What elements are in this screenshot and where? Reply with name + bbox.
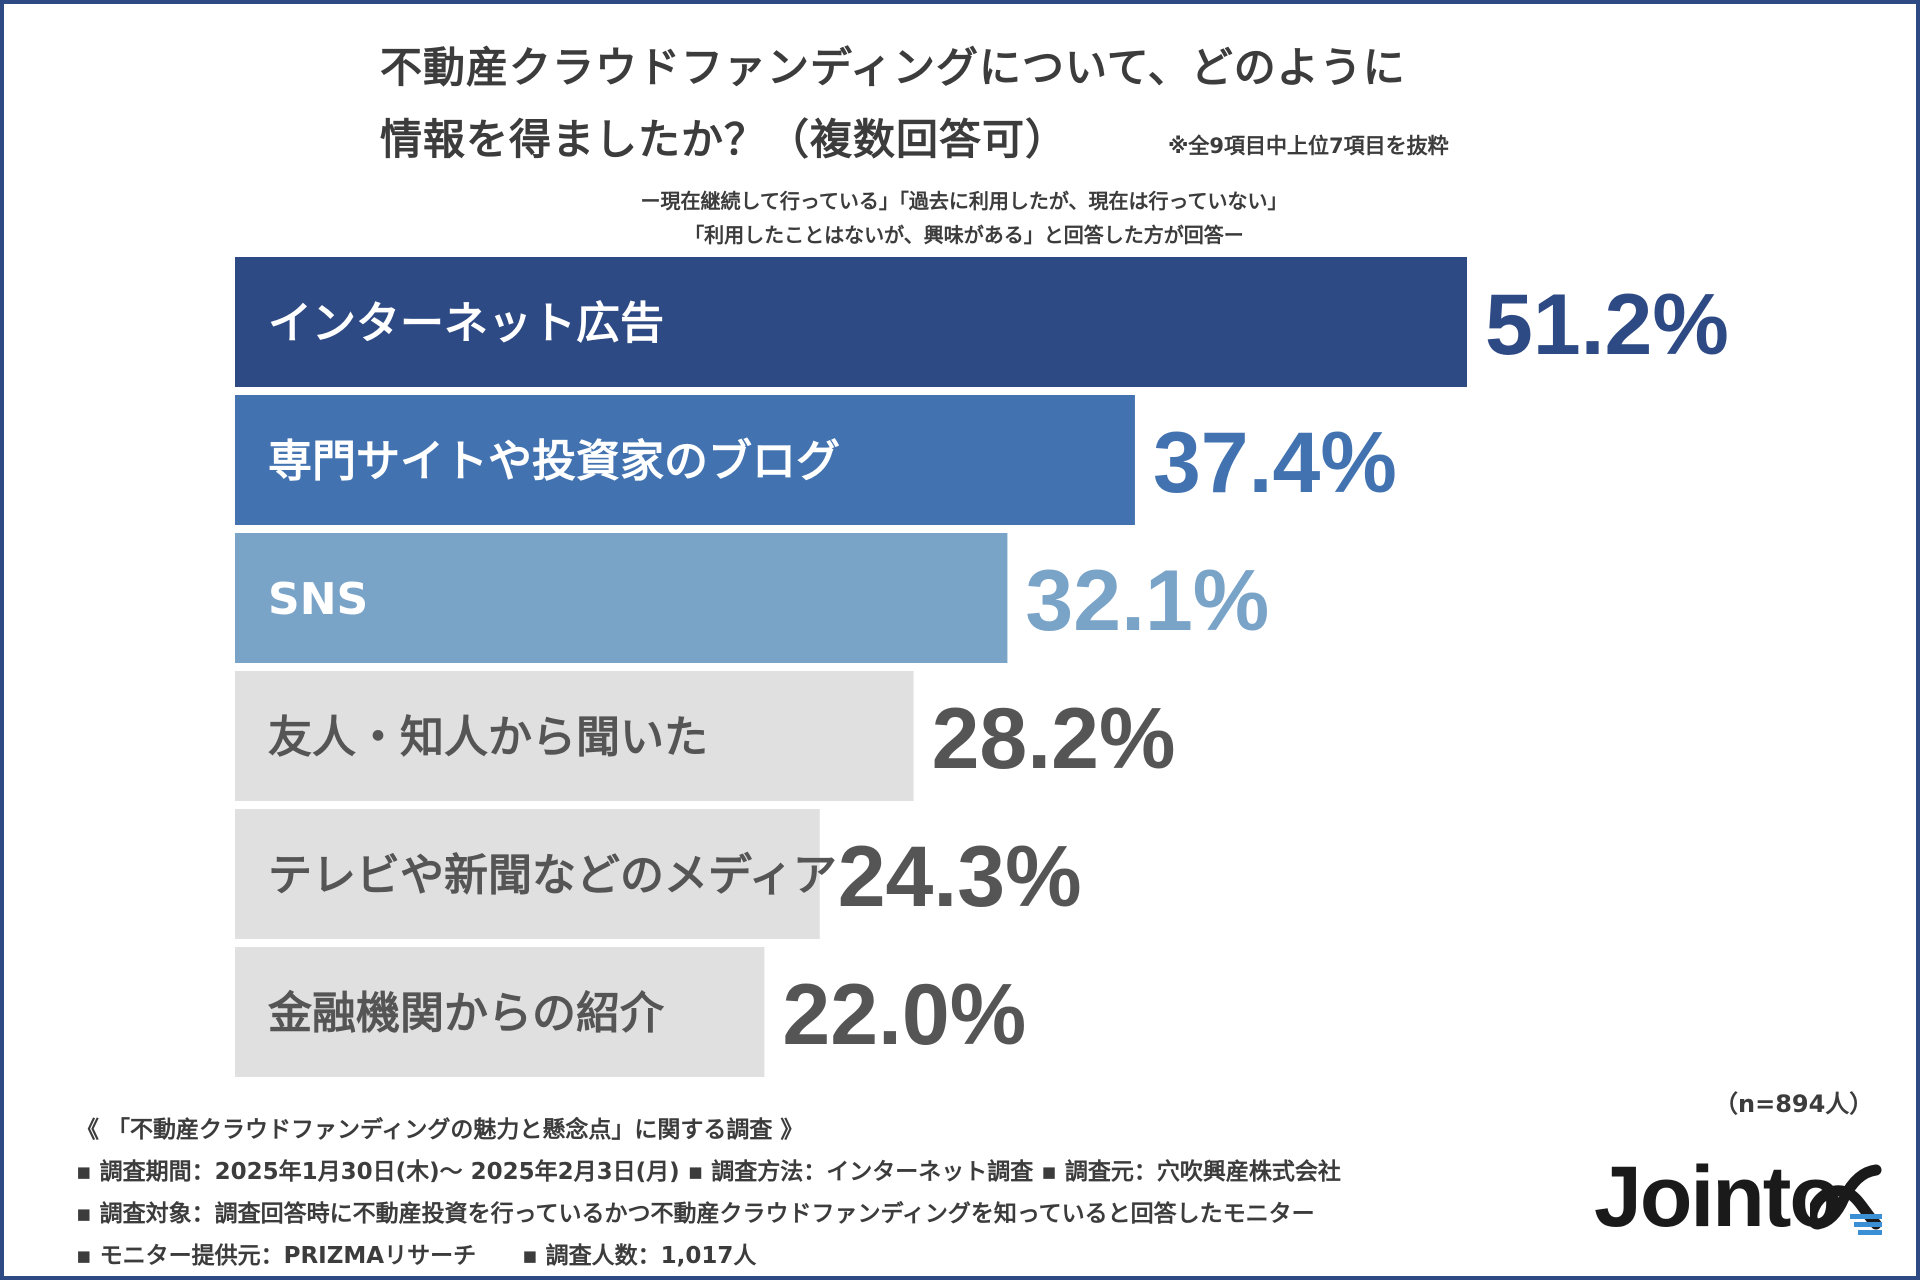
bar-category-label-2: 専門サイトや投資家のブログ [268,436,840,487]
bar-value-label-5: 24.3% [838,829,1082,925]
survey-period-method-source: ▪ 調査期間：2025年1月30日(木)～ 2025年2月3日(月) ▪ 調査方… [76,1159,1341,1185]
bar-value-label-3: 32.1% [1025,553,1269,649]
selection-note: ※全9項目中上位7項目を抜粋 [1168,134,1449,158]
bar-3 [235,533,1008,663]
bar-category-label-4: 友人・知人から聞いた [268,712,708,763]
bar-chart: インターネット広告 51.2% 専門サイトや投資家のブログ 37.4% SNS 32.1%… [235,257,1729,1077]
chart-title-line-2: 情報を得ましたか？（複数回答可） [380,115,1069,164]
bar-value-label-6: 22.0% [782,967,1026,1063]
sample-size: （n=894人） [1714,1090,1874,1118]
survey-provider-count: ▪ モニター提供元：PRIZMAリサーチ ▪ 調査人数：1,017人 [76,1243,757,1269]
bar-category-label-1: インターネット広告 [268,298,664,349]
jointo-alpha-logo: Jointo [1594,1149,1884,1245]
bar-6 [235,947,765,1077]
bar-2 [235,395,1135,525]
bar-category-label-3: SNS [268,574,368,625]
bar-value-label-4: 28.2% [932,691,1176,787]
chart-subtitle-line-2: 「利用したことはないが、興味がある」と回答した方が回答ー [684,223,1244,247]
bar-category-label-6: 金融機関からの紹介 [267,988,665,1039]
bar-1 [235,257,1467,387]
survey-name: 《 「不動産クラウドファンディングの魅力と懸念点」に関する調査 》 [76,1117,804,1143]
logo-wordmark: Jointo [1594,1149,1842,1245]
bar-5 [235,809,820,939]
bar-value-label-1: 51.2% [1485,277,1729,373]
bar-4 [235,671,914,801]
bar-value-label-2: 37.4% [1153,415,1397,511]
chart-subtitle-line-1: ー現在継続して行っている」「過去に利用したが、現在は行っていない」 [640,189,1288,213]
chart-title-line-1: 不動産クラウドファンディングについて、どのように [380,43,1406,92]
survey-target: ▪ 調査対象：調査回答時に不動産投資を行っているかつ不動産クラウドファンディング… [76,1201,1315,1227]
alpha-icon [1810,1164,1882,1235]
bar-category-label-5: テレビや新聞などのメディア [268,850,837,901]
